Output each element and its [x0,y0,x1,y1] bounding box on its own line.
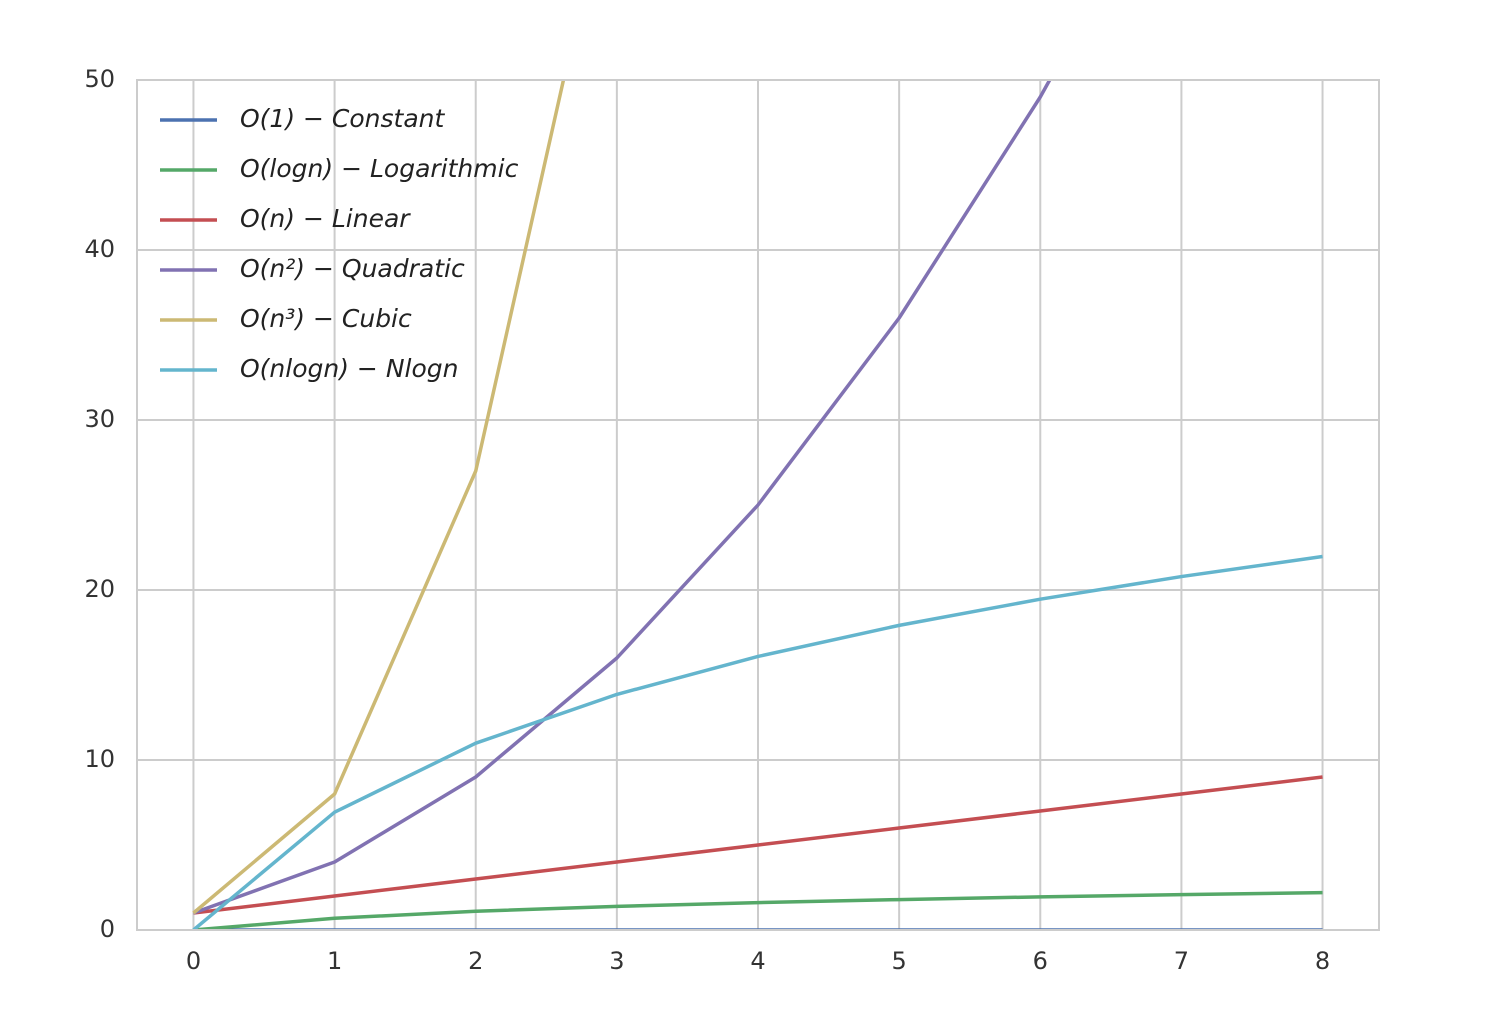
series-line [193,890,1323,930]
plot-area [192,80,1323,930]
legend-label: O(n²) − Quadratic [240,254,465,283]
y-tick-label: 30 [84,405,115,433]
legend-label: O(nlogn) − Nlogn [240,354,458,383]
y-tick-label: 20 [84,575,115,603]
x-tick-label: 6 [1033,947,1048,975]
plot-frame [136,79,1380,931]
y-tick-label: 10 [84,745,115,773]
ticks: 0 10 20 30 40 50 0 1 2 3 4 5 6 7 8 [84,65,1330,975]
series-line [192,80,1052,915]
legend-label: O(n) − Linear [240,204,411,233]
x-tick-label: 2 [468,947,483,975]
legend-label: O(n³) − Cubic [240,304,412,333]
y-tick-label: 40 [84,235,115,263]
x-tick-label: 1 [327,947,342,975]
x-tick-label: 4 [750,947,765,975]
legend: O(1) − Constant O(logn) − Logarithmic O(n)… [160,104,519,383]
x-tick-label: 5 [891,947,906,975]
y-tick-label: 50 [84,65,115,93]
x-tick-label: 3 [609,947,624,975]
x-tick-label: 8 [1315,947,1330,975]
series-line [192,554,1323,930]
y-tick-label: 0 [100,915,115,943]
series-line [193,775,1323,915]
x-tick-label: 0 [186,947,201,975]
series-line [192,80,566,915]
x-tick-label: 7 [1174,947,1189,975]
legend-label: O(logn) − Logarithmic [240,154,519,183]
legend-label: O(1) − Constant [240,104,446,133]
